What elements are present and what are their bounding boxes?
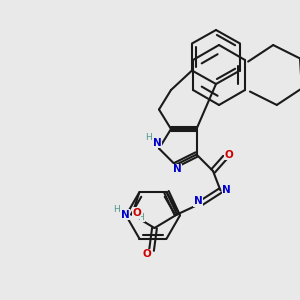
Text: O: O xyxy=(142,249,152,259)
Text: H: H xyxy=(145,133,152,142)
Text: N: N xyxy=(172,164,182,175)
Text: N: N xyxy=(153,137,162,148)
Text: N: N xyxy=(194,196,202,206)
Text: H: H xyxy=(113,206,120,214)
Text: N: N xyxy=(222,185,231,195)
Text: O: O xyxy=(224,149,233,160)
Text: N: N xyxy=(121,209,130,220)
Text: H: H xyxy=(138,213,144,222)
Text: O: O xyxy=(132,208,141,218)
